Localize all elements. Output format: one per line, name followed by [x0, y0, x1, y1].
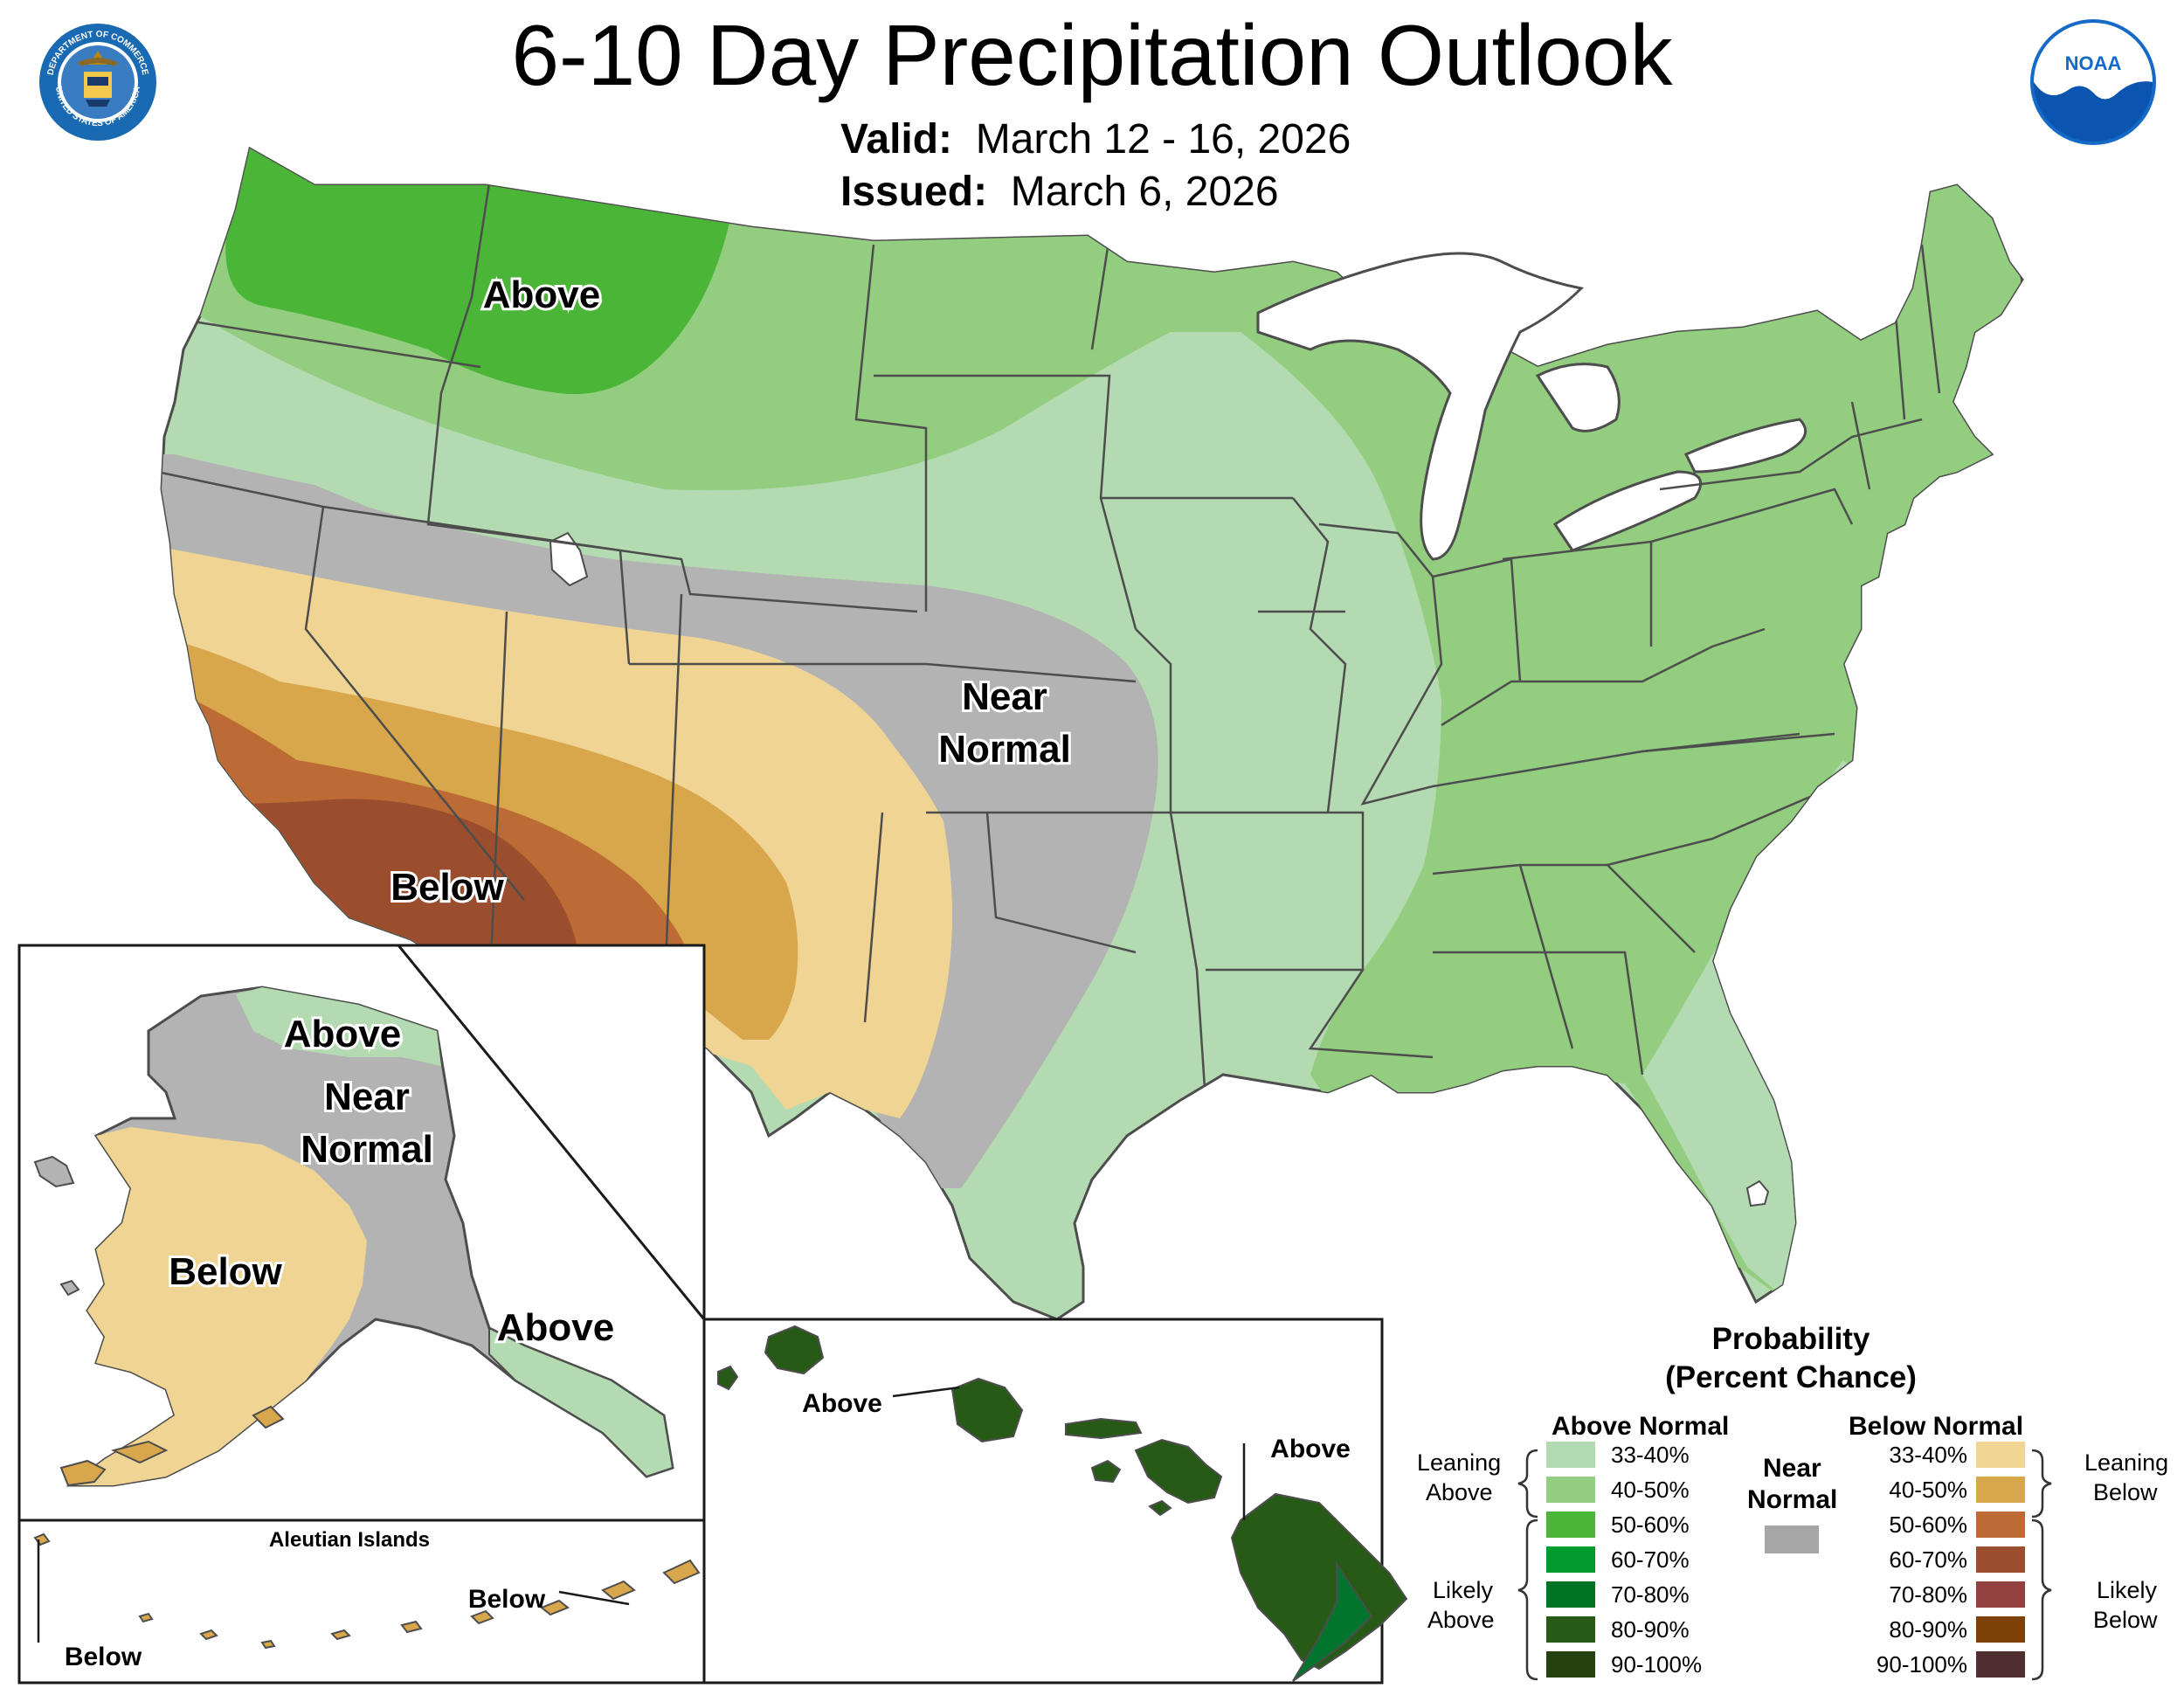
legend-above-swatch — [1546, 1546, 1595, 1573]
noaa-logo-icon: NOAA — [2030, 19, 2156, 145]
legend-below-swatch — [1976, 1581, 2025, 1608]
alaska-panhandle-above-label: Above — [497, 1306, 614, 1349]
legend-below-percent: 33-40% — [1889, 1442, 1967, 1468]
legend-near-swatch — [1765, 1525, 1819, 1553]
legend-below-percent: 80-90% — [1889, 1616, 1967, 1643]
legend-above-percent: 50-60% — [1611, 1512, 1690, 1538]
legend-near-label-2: Normal — [1747, 1485, 1838, 1514]
alaska-panhandle-above-region — [488, 1326, 674, 1478]
kauai-island — [764, 1325, 825, 1375]
alaska-north-above-region — [236, 987, 441, 1066]
valid-line: Valid: March 12 - 16, 2026 — [840, 115, 1351, 164]
conus-near-label-2: Normal — [938, 728, 1071, 771]
legend-above-swatch — [1546, 1442, 1595, 1468]
legend-likely-above-1: Likely — [1433, 1577, 1494, 1603]
conus-above-label: Above — [483, 273, 600, 316]
legend-below-percent: 90-100% — [1876, 1651, 1967, 1678]
valid-date: March 12 - 16, 2026 — [975, 116, 1351, 163]
legend-below-percent: 40-50% — [1889, 1477, 1967, 1503]
legend-below-swatch — [1976, 1512, 2025, 1538]
map-title: 6-10 Day Precipitation Outlook — [511, 7, 1673, 103]
aleutian-below-right-label: Below — [468, 1585, 546, 1614]
state-boundaries — [162, 183, 1941, 1102]
aleutian-below-left-label: Below — [65, 1643, 142, 1671]
legend-below-header: Below Normal — [1849, 1412, 2024, 1441]
valid-label: Valid: — [840, 116, 953, 163]
legend-leaning-above-2: Above — [1426, 1479, 1493, 1505]
southeast-above-33-40-region — [1642, 760, 1870, 1311]
niihau-island — [717, 1365, 739, 1391]
legend-below-swatch — [1976, 1546, 2025, 1573]
aleutian-title-label: Aleutian Islands — [269, 1528, 430, 1552]
legend-above-swatch — [1546, 1616, 1595, 1643]
legend-above-percent: 33-40% — [1611, 1442, 1690, 1468]
legend-below-swatch — [1976, 1477, 2025, 1503]
legend-above-percent: 90-100% — [1611, 1651, 1703, 1678]
commerce-seal-icon: DEPARTMENT OF COMMERCE UNITED STATES OF … — [39, 24, 156, 141]
great-salt-lake — [549, 531, 589, 587]
legend-below-percent: 60-70% — [1889, 1546, 1967, 1573]
legend-below-swatch — [1976, 1616, 2025, 1643]
alaska-below-label: Below — [169, 1250, 282, 1293]
legend-above-swatch — [1546, 1651, 1595, 1678]
legend-near-label-1: Near — [1763, 1454, 1821, 1483]
molokai-island — [1065, 1417, 1143, 1440]
alaska-below-region — [70, 1127, 367, 1485]
maui-island — [1134, 1438, 1223, 1505]
big-island-east-region — [1292, 1560, 1373, 1682]
legend-leaning-below-2: Below — [2093, 1479, 2158, 1505]
legend-above-percent: 60-70% — [1611, 1546, 1690, 1573]
legend-below-swatch — [1976, 1442, 2025, 1468]
legend-title-line-2: (Percent Chance) — [1665, 1360, 1917, 1394]
conus-map — [160, 146, 2024, 1321]
alaska-islands-west — [33, 1155, 80, 1297]
legend-likely-below-2: Below — [2093, 1607, 2158, 1633]
alaska-above-north-label: Above — [284, 1013, 401, 1055]
legend-below-percent: 70-80% — [1889, 1581, 1967, 1608]
legend-above-percent: 40-50% — [1611, 1477, 1690, 1503]
noaa-logo-text: NOAA — [2065, 52, 2122, 74]
issued-date: March 6, 2026 — [1010, 169, 1279, 215]
conus-below-label: Below — [390, 866, 504, 909]
oahu-island — [950, 1377, 1024, 1443]
legend-above-swatch — [1546, 1477, 1595, 1503]
hawaii-oahu-above-label: Above — [802, 1389, 882, 1418]
legend-above-percent: 80-90% — [1611, 1616, 1690, 1643]
legend-below-swatch — [1976, 1651, 2025, 1678]
issued-label: Issued: — [840, 169, 988, 215]
legend-above-swatch — [1546, 1581, 1595, 1608]
alaska-near-label-2: Normal — [301, 1128, 433, 1171]
legend-likely-below-1: Likely — [2097, 1577, 2158, 1603]
alaska-near-label-1: Near — [324, 1076, 410, 1118]
great-lakes — [1256, 252, 1807, 561]
legend-likely-above-2: Above — [1427, 1607, 1495, 1633]
legend-leaning-below-1: Leaning — [2084, 1449, 2169, 1476]
legend-above-percent: 70-80% — [1611, 1581, 1690, 1608]
issued-line: Issued: March 6, 2026 — [840, 168, 1279, 217]
legend-title-line-1: Probability — [1711, 1322, 1870, 1356]
legend-above-swatch — [1546, 1512, 1595, 1538]
legend-above-header: Above Normal — [1552, 1412, 1730, 1441]
legend-below-percent: 50-60% — [1889, 1512, 1967, 1538]
alaska-peninsula-islands — [59, 1405, 285, 1487]
conus-near-label-1: Near — [962, 675, 1047, 718]
legend-leaning-above-1: Leaning — [1417, 1449, 1502, 1476]
kahoolawe-island — [1148, 1499, 1172, 1517]
aleutian-islands-shapes — [33, 1532, 701, 1650]
lake-okeechobee — [1745, 1180, 1770, 1207]
hawaii-big-island-above-label: Above — [1270, 1435, 1351, 1463]
lanai-island — [1090, 1459, 1122, 1484]
hawaii-inset — [702, 1318, 1408, 1685]
